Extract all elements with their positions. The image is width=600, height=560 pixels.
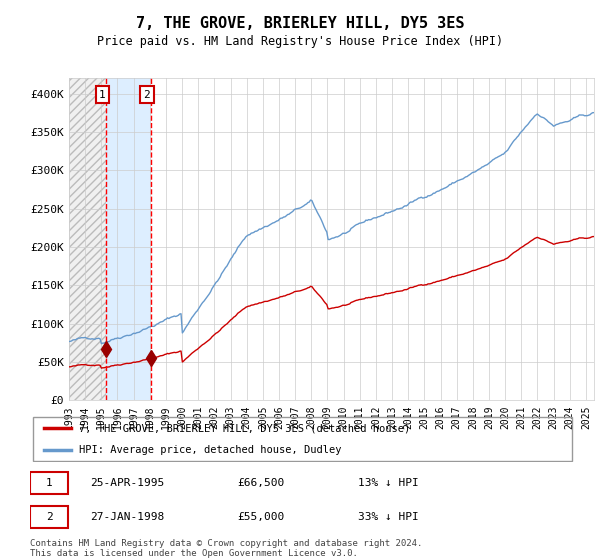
Text: 13% ↓ HPI: 13% ↓ HPI bbox=[358, 478, 418, 488]
Text: £66,500: £66,500 bbox=[238, 478, 285, 488]
Text: 7, THE GROVE, BRIERLEY HILL, DY5 3ES: 7, THE GROVE, BRIERLEY HILL, DY5 3ES bbox=[136, 16, 464, 31]
Bar bbox=[106, 78, 151, 400]
Text: 33% ↓ HPI: 33% ↓ HPI bbox=[358, 512, 418, 522]
Bar bbox=[69, 78, 106, 400]
Text: 7, THE GROVE, BRIERLEY HILL, DY5 3ES (detached house): 7, THE GROVE, BRIERLEY HILL, DY5 3ES (de… bbox=[79, 423, 410, 433]
Text: £55,000: £55,000 bbox=[238, 512, 285, 522]
Text: 2: 2 bbox=[46, 512, 52, 522]
Text: 2: 2 bbox=[143, 90, 150, 100]
Text: 27-JAN-1998: 27-JAN-1998 bbox=[90, 512, 164, 522]
Text: 1: 1 bbox=[99, 90, 106, 100]
Text: 1: 1 bbox=[46, 478, 52, 488]
Text: Contains HM Land Registry data © Crown copyright and database right 2024.
This d: Contains HM Land Registry data © Crown c… bbox=[30, 539, 422, 558]
Text: HPI: Average price, detached house, Dudley: HPI: Average price, detached house, Dudl… bbox=[79, 445, 341, 455]
Text: 25-APR-1995: 25-APR-1995 bbox=[90, 478, 164, 488]
Text: Price paid vs. HM Land Registry's House Price Index (HPI): Price paid vs. HM Land Registry's House … bbox=[97, 35, 503, 48]
